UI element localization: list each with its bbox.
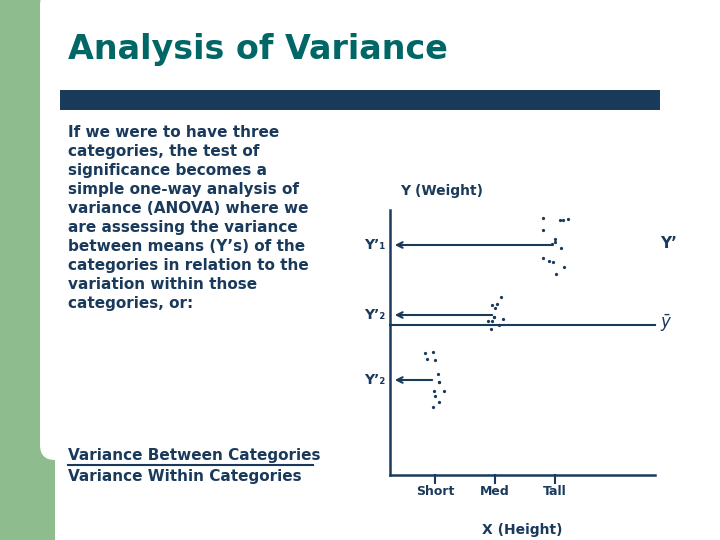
Point	[493, 321, 505, 329]
Point	[433, 378, 444, 387]
Point	[562, 215, 574, 224]
Point	[433, 377, 445, 386]
Text: significance becomes a: significance becomes a	[68, 163, 267, 178]
Point	[557, 216, 569, 225]
Bar	[55, 5, 155, 445]
Text: variance (ANOVA) where we: variance (ANOVA) where we	[68, 201, 308, 216]
Point	[486, 316, 498, 325]
Point	[491, 300, 503, 309]
Point	[489, 304, 500, 313]
Point	[489, 313, 500, 321]
Point	[558, 262, 570, 271]
Point	[546, 239, 557, 248]
Text: Short: Short	[416, 485, 454, 498]
Point	[428, 402, 439, 411]
Point	[430, 392, 441, 400]
Bar	[0, 0, 60, 80]
Text: Y’₂: Y’₂	[364, 308, 385, 322]
Text: Med: Med	[480, 485, 510, 498]
Text: between means (Y’s) of the: between means (Y’s) of the	[68, 239, 305, 254]
Point	[430, 355, 441, 364]
Point	[432, 370, 444, 379]
Text: Variance Between Categories: Variance Between Categories	[68, 448, 320, 463]
Bar	[0, 0, 55, 540]
Point	[498, 314, 509, 323]
Point	[547, 258, 559, 267]
Point	[419, 349, 431, 357]
Point	[433, 398, 445, 407]
Point	[537, 253, 549, 262]
FancyBboxPatch shape	[0, 0, 140, 90]
Point	[549, 235, 561, 244]
Text: Variance Within Categories: Variance Within Categories	[68, 469, 302, 484]
Point	[421, 355, 433, 363]
FancyBboxPatch shape	[40, 0, 720, 460]
Text: categories in relation to the: categories in relation to the	[68, 258, 309, 273]
Point	[543, 257, 554, 266]
Point	[482, 317, 494, 326]
Point	[556, 244, 567, 252]
Point	[554, 216, 566, 225]
Text: categories, or:: categories, or:	[68, 296, 193, 311]
Point	[428, 387, 439, 396]
Point	[438, 387, 450, 396]
Point	[428, 348, 439, 356]
Text: Y’: Y’	[660, 235, 677, 251]
Bar	[0, 0, 130, 40]
Text: X (Height): X (Height)	[482, 523, 563, 537]
Point	[488, 313, 500, 321]
Text: Y’₂: Y’₂	[364, 373, 385, 387]
Text: categories, the test of: categories, the test of	[68, 144, 259, 159]
Point	[550, 269, 562, 278]
Bar	[60, 90, 660, 110]
Text: simple one-way analysis of: simple one-way analysis of	[68, 182, 299, 197]
Text: Analysis of Variance: Analysis of Variance	[68, 33, 448, 66]
Point	[495, 293, 507, 301]
Point	[485, 325, 496, 333]
Point	[486, 301, 498, 309]
Bar	[55, 245, 715, 445]
Point	[537, 214, 549, 222]
Text: If we were to have three: If we were to have three	[68, 125, 279, 140]
Point	[537, 226, 549, 234]
Text: Tall: Tall	[543, 485, 567, 498]
Text: Y (Weight): Y (Weight)	[400, 184, 483, 198]
Text: variation within those: variation within those	[68, 277, 257, 292]
Text: $\bar{\mathit{y}}$: $\bar{\mathit{y}}$	[660, 312, 672, 334]
Text: Y’₁: Y’₁	[364, 238, 385, 252]
Text: are assessing the variance: are assessing the variance	[68, 220, 298, 235]
Point	[549, 238, 561, 246]
